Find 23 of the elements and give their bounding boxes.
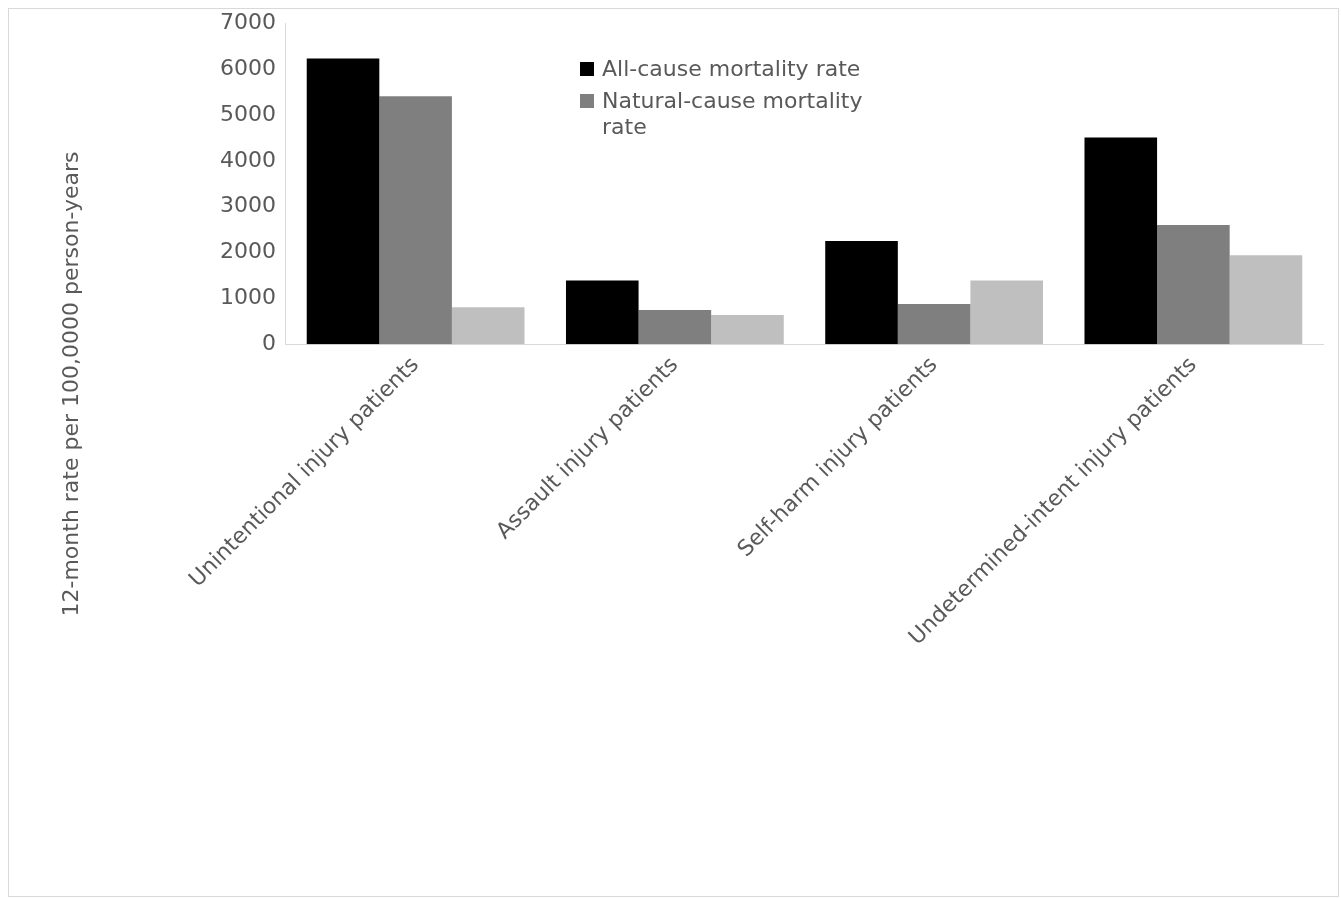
y-tick-label: 2000 (219, 238, 276, 264)
y-tick-label: 6000 (219, 54, 276, 80)
bar (711, 314, 784, 345)
bar (306, 58, 380, 345)
bar (451, 307, 525, 345)
y-axis-title: 12-month rate per 100,0000 person-years (57, 151, 83, 617)
y-tick-label: 5000 (219, 100, 276, 126)
bar (379, 96, 452, 345)
bar (970, 280, 1044, 345)
y-tick-label: 7000 (219, 8, 276, 34)
y-tick-label: 0 (261, 330, 276, 356)
bar (897, 303, 971, 345)
y-tick-label: 4000 (219, 146, 276, 172)
bar (565, 280, 639, 345)
bar (1157, 225, 1230, 345)
y-tick-label: 3000 (219, 192, 276, 218)
legend-label: All-cause mortality rate (602, 56, 861, 82)
y-tick-label: 1000 (219, 284, 276, 310)
bar (825, 241, 898, 345)
legend-label: Natural-cause mortality rate (602, 88, 864, 140)
bar (1229, 255, 1303, 345)
bar (638, 309, 712, 345)
bar (1084, 137, 1158, 345)
